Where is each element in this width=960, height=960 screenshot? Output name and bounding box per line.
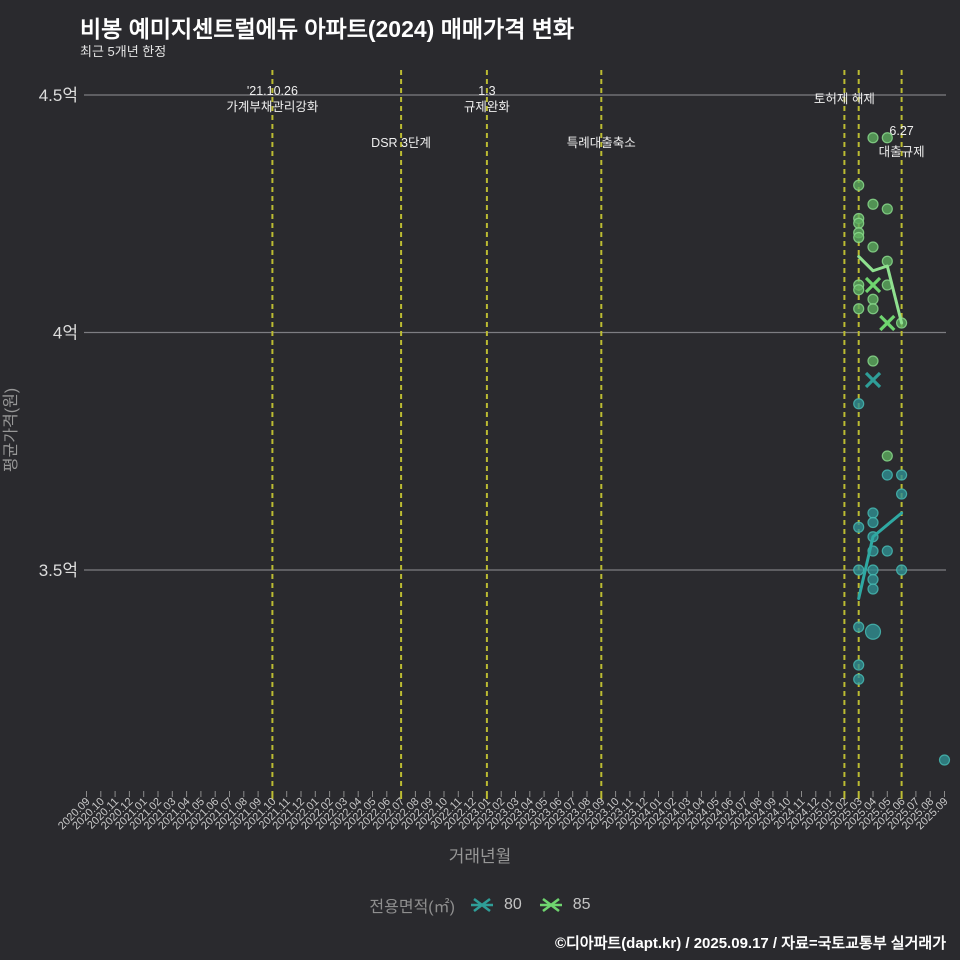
event-annotation: 특례대출축소: [567, 136, 636, 150]
data-point-80: [864, 623, 882, 640]
avg-line-85: [857, 255, 904, 325]
y-tick-label: 4.5억: [39, 86, 78, 105]
data-point-85: [867, 198, 879, 210]
legend-item-85: 85: [538, 896, 591, 914]
data-point-85: [853, 179, 865, 191]
data-point-80: [867, 583, 879, 595]
data-point-85: [867, 303, 879, 315]
data-point-85: [867, 241, 879, 253]
event-annotation: DSR 3단계: [371, 136, 431, 150]
legend-item-label: 85: [572, 896, 591, 913]
price-chart: 4.5억4억3.5억2020.092020.102020.112020.1220…: [2, 70, 951, 866]
page-title: 비봉 예미지센트럴에듀 아파트(2024) 매매가격 변화: [80, 16, 575, 42]
data-point-80: [853, 521, 865, 533]
legend-marker-icon: [470, 897, 493, 913]
event-annotation: '21.10.26: [247, 84, 298, 98]
event-annotation: 가계부채관리강화: [226, 100, 319, 114]
legend-item-label: 80: [503, 896, 522, 913]
y-axis-title: 평균가격(원): [2, 388, 20, 472]
data-point-80: [895, 488, 908, 500]
chart-legend: 전용면적(㎡) 80 85: [0, 893, 960, 917]
legend-marker-icon: [539, 897, 562, 913]
data-point-85: [867, 293, 879, 305]
y-tick-label: 3.5억: [39, 561, 78, 580]
x-axis-title: 거래년월: [449, 847, 512, 866]
data-point-80: [867, 573, 879, 586]
legend-item-80: 80: [469, 896, 522, 914]
data-point-85: [867, 132, 879, 144]
x-marker-80: [864, 371, 882, 389]
data-point-80: [895, 469, 908, 481]
data-point-80: [853, 621, 865, 633]
data-point-80: [881, 545, 893, 557]
event-annotation: 대출규제: [879, 145, 925, 159]
y-tick-label: 4억: [53, 324, 78, 343]
x-marker-85: [864, 276, 882, 294]
data-point-80: [895, 564, 908, 576]
data-point-80: [853, 659, 865, 671]
data-point-85: [853, 231, 865, 244]
data-point-80: [853, 673, 865, 685]
event-annotation: 토허제 해제: [814, 92, 875, 106]
data-point-85: [881, 132, 893, 144]
data-point-80: [867, 507, 879, 519]
x-marker-85: [879, 314, 896, 332]
event-annotation: 규제완화: [464, 100, 511, 114]
avg-line-80: [857, 511, 904, 600]
data-point-85: [881, 450, 893, 462]
data-point-85: [881, 203, 893, 215]
data-point-85: [853, 217, 865, 229]
data-point-80: [938, 754, 951, 766]
page-subtitle: 최근 5개년 한정: [80, 44, 167, 59]
data-point-80: [867, 564, 879, 576]
data-point-80: [867, 516, 879, 529]
data-point-85: [867, 355, 879, 367]
data-point-80: [853, 564, 865, 576]
legend-items: 80 85: [469, 896, 591, 914]
data-point-85: [853, 303, 865, 315]
event-annotation: 1.3: [478, 84, 495, 98]
legend-title: 전용면적(㎡): [369, 899, 455, 916]
data-point-85: [853, 284, 865, 296]
source-credit: ©디아파트(dapt.kr) / 2025.09.17 / 자료=국토교통부 실…: [554, 935, 946, 952]
data-point-80: [853, 398, 865, 410]
event-annotation: 6.27: [889, 124, 913, 138]
data-point-80: [881, 469, 893, 481]
